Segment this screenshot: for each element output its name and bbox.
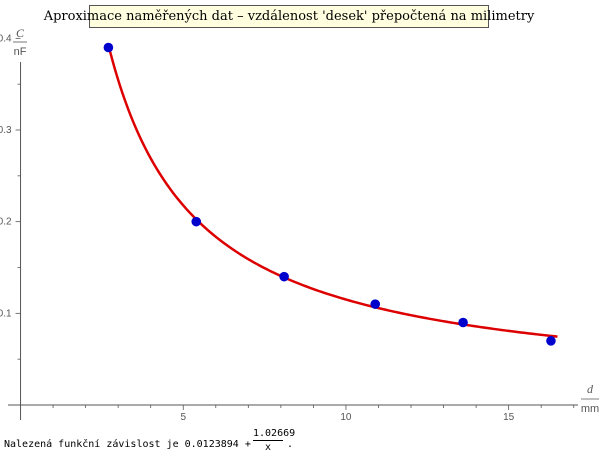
data-point xyxy=(191,216,202,227)
fit-curve xyxy=(107,44,558,338)
y-axis-unit: nF xyxy=(14,46,27,58)
x-axis-label: d xyxy=(587,382,594,396)
data-points-layer xyxy=(103,42,556,346)
y-tick-label: 0.2 xyxy=(0,217,12,228)
data-point xyxy=(279,271,289,282)
chart-plot: 5 10 15 0.1 0.2 0.3 0.4 C nF d mm xyxy=(0,26,599,423)
y-axis-label: C xyxy=(16,26,25,40)
chart-title: Aproximace naměřených dat – vzdálenost '… xyxy=(44,5,534,28)
y-tick-label: 0.3 xyxy=(0,125,12,136)
formula-lead-text: Nalezená funkční závislost je 0.0123894 … xyxy=(4,439,251,450)
data-point xyxy=(103,42,114,53)
y-tick-label: 0.4 xyxy=(0,33,12,44)
data-point xyxy=(458,317,468,328)
formula-trailing: . xyxy=(287,439,294,450)
fit-curve-layer xyxy=(107,44,558,338)
formula-denominator: x xyxy=(264,442,272,453)
formula-fraction: 1.02669 x xyxy=(253,428,296,453)
x-axis-unit: mm xyxy=(581,403,599,415)
x-tick-label: 10 xyxy=(340,412,352,423)
data-point xyxy=(370,299,381,309)
x-tick-label: 15 xyxy=(503,412,515,423)
data-point xyxy=(546,336,556,346)
x-tick-label: 5 xyxy=(180,412,186,423)
axes: 5 10 15 0.1 0.2 0.3 0.4 xyxy=(0,33,578,423)
y-tick-label: 0.1 xyxy=(0,308,12,319)
formula-numerator: 1.02669 xyxy=(253,428,296,441)
